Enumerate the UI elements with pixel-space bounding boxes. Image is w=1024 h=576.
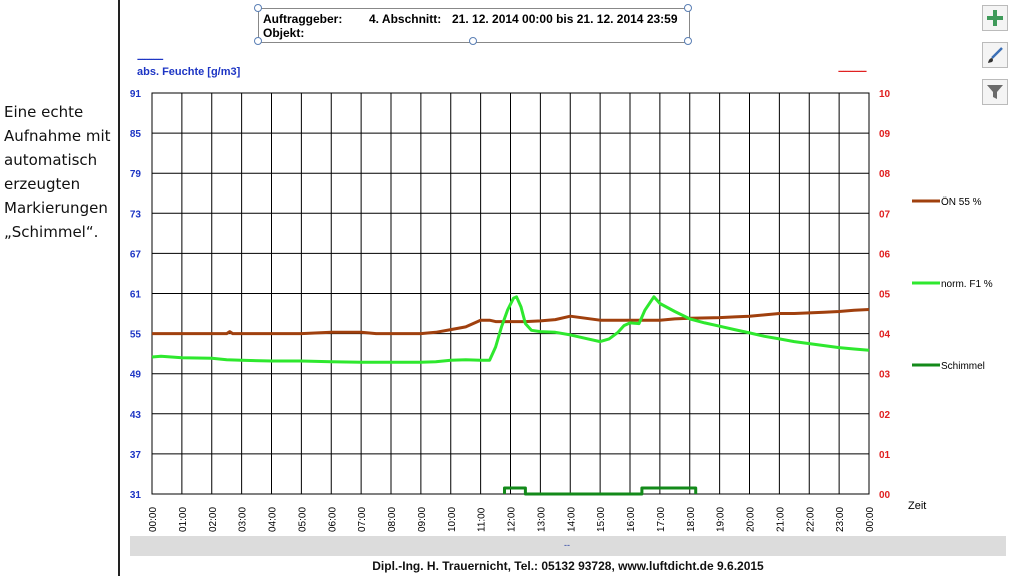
caption-line: Eine echte [4,103,84,121]
x-tick-label: 02:00 [208,507,219,532]
x-tick-label: 17:00 [656,507,667,532]
y-right-tick-label: 06 [879,249,891,260]
period-text: 21. 12. 2014 00:00 bis 21. 12. 2014 23:5… [452,12,678,26]
left-axis-dashes: ----------- [137,54,164,65]
y-right-tick-label: 01 [879,450,891,461]
caption: Eine echte Aufnahme mit automatisch erze… [4,100,116,244]
y-left-tick-label: 73 [130,209,142,220]
filter-icon [987,85,1003,99]
x-tick-label: 00:00 [148,507,159,532]
legend-label: Schimmel [941,361,985,372]
x-tick-label: 10:00 [447,507,458,532]
selection-handle[interactable] [684,4,692,12]
caption-line: Markierungen [4,199,108,217]
y-left-tick-label: 85 [130,129,142,140]
section-label: 4. Abschnitt: [369,12,442,26]
footer-credit: Dipl.-Ing. H. Trauernicht, Tel.: 05132 9… [372,559,764,573]
y-right-tick-label: 09 [879,129,891,140]
y-left-tick-label: 79 [130,169,142,180]
selection-handle[interactable] [254,4,262,12]
y-right-tick-label: 02 [879,410,891,421]
x-tick-label: 15:00 [596,507,607,532]
y-right-tick-label: 05 [879,290,891,301]
object-label: Objekt: [263,26,305,40]
client-label: Auftraggeber: [263,12,343,26]
x-tick-label: 04:00 [268,507,279,532]
y-left-tick-label: 91 [130,89,142,100]
series-line [152,308,870,336]
y-left-tick-label: 55 [130,330,142,341]
x-tick-label: 16:00 [626,507,637,532]
x-tick-label: 12:00 [507,507,518,532]
filter-button[interactable] [982,79,1008,105]
selection-handle[interactable] [254,37,262,45]
caption-line: „Schimmel“. [4,223,99,241]
y-right-tick-label: 04 [879,330,891,341]
x-tick-label: 07:00 [357,507,368,532]
x-tick-label: 08:00 [387,507,398,532]
y-left-tick-label: 61 [130,290,142,301]
x-tick-label: 21:00 [775,507,786,532]
y-left-tick-label: 31 [130,490,142,501]
x-tick-label: 06:00 [327,507,338,532]
y-left-tick-label: 67 [130,249,142,260]
scrollbar-label: -- [564,540,570,550]
y-right-tick-label: 03 [879,370,891,381]
x-tick-label: 22:00 [805,507,816,532]
x-tick-label: 14:00 [566,507,577,532]
caption-line: erzeugten [4,175,81,193]
legend-label: norm. F1 % [941,279,993,290]
left-axis-label: abs. Feuchte [g/m3] [137,66,241,78]
caption-line: automatisch [4,151,98,169]
x-tick-label: 05:00 [297,507,308,532]
scrollbar[interactable]: -- [130,536,1006,556]
brush-button[interactable] [982,42,1008,68]
y-right-tick-label: 08 [879,169,891,180]
right-axis-dashes: ------------ [838,66,867,77]
add-button[interactable] [982,5,1008,31]
header-textbox[interactable]: Auftraggeber: 4. Abschnitt: 21. 12. 2014… [258,8,690,43]
x-tick-label: 19:00 [716,507,727,532]
series-line [503,486,698,496]
x-tick-label: 01:00 [178,507,189,532]
x-tick-label: 09:00 [417,507,428,532]
y-right-tick-label: 07 [879,209,891,220]
caption-line: Aufnahme mit [4,127,111,145]
selection-handle[interactable] [469,37,477,45]
y-left-tick-label: 37 [130,450,142,461]
x-tick-label: 13:00 [536,507,547,532]
x-tick-label: 03:00 [238,507,249,532]
x-tick-label: 20:00 [746,507,757,532]
legend-label: ÖN 55 % [941,196,982,208]
x-tick-label: 11:00 [477,507,488,532]
chart-window [118,0,1016,576]
x-tick-label: 23:00 [835,507,846,532]
y-right-tick-label: 00 [879,490,891,501]
x-tick-label: 00:00 [865,507,876,532]
y-left-tick-label: 43 [130,410,142,421]
selection-handle[interactable] [684,37,692,45]
y-left-tick-label: 49 [130,370,142,381]
brush-icon [988,47,1003,63]
plus-icon [987,10,1003,26]
x-tick-label: 18:00 [686,507,697,532]
series-line [151,295,870,364]
y-right-tick-label: 10 [879,89,891,100]
x-axis-label: Zeit [908,500,926,512]
